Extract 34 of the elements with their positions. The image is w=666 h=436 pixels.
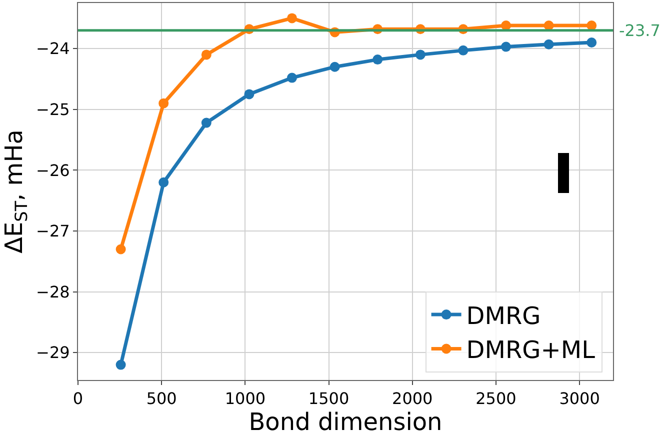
x-tick-label: 1500 <box>308 389 350 408</box>
x-axis-title: Bond dimension <box>248 408 442 436</box>
legend-label: DMRG+ML <box>466 336 596 364</box>
x-tick-label: 1000 <box>224 389 266 408</box>
point <box>158 98 169 108</box>
point <box>586 38 597 48</box>
point <box>201 50 212 60</box>
x-tick-label: 500 <box>146 389 177 408</box>
x-tick-label: 0 <box>72 389 84 408</box>
point <box>116 244 126 254</box>
legend-label: DMRG <box>466 302 541 330</box>
point <box>244 89 254 100</box>
y-tick-label: −24 <box>36 39 70 58</box>
point <box>287 13 297 24</box>
point <box>201 118 212 128</box>
ref-line-label: -23.7 <box>619 21 660 40</box>
point <box>415 50 426 60</box>
point <box>330 62 340 72</box>
x-tick-label: 3000 <box>559 389 600 408</box>
y-tick-label: −26 <box>36 160 70 180</box>
y-tick-label: −25 <box>36 100 70 120</box>
y-tick-label: −27 <box>36 222 70 241</box>
point <box>586 20 597 30</box>
point <box>287 72 297 83</box>
point <box>501 42 511 52</box>
x-tick-label: 2000 <box>392 389 433 408</box>
point <box>116 360 126 370</box>
point <box>544 39 554 50</box>
point <box>458 45 468 56</box>
y-tick-label: −28 <box>36 282 70 302</box>
y-tick-label: −29 <box>36 343 70 362</box>
point <box>158 177 169 188</box>
x-tick-label: 2500 <box>476 389 516 408</box>
point <box>372 54 383 65</box>
